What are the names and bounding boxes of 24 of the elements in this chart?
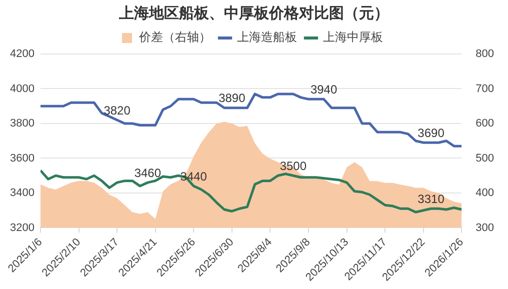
- legend-label: 价差（右轴）: [138, 30, 211, 44]
- annotation: 3310: [418, 192, 445, 206]
- y-tick-label: 3800: [10, 118, 34, 130]
- y2-tick-label: 300: [476, 222, 494, 234]
- legend-label: 上海造船板: [237, 30, 297, 44]
- annotation: 3500: [280, 158, 307, 173]
- y2-tick-label: 500: [476, 152, 494, 164]
- chart-title: 上海地区船板、中厚板价格对比图（元）: [118, 3, 390, 24]
- legend-label: 上海中厚板: [323, 30, 383, 44]
- annotation: 3890: [218, 91, 246, 106]
- annotation: 3440: [180, 169, 208, 184]
- y-tick-label: 3400: [10, 187, 34, 200]
- annotation: 3460: [134, 166, 162, 180]
- y2-tick-label: 800: [476, 48, 494, 60]
- y2-tick-label: 700: [476, 82, 494, 95]
- y-tick-label: 4200: [10, 48, 34, 60]
- y-tick-label: 3200: [10, 222, 34, 234]
- annotation: 3820: [104, 103, 131, 118]
- y-tick-label: 3600: [10, 152, 34, 164]
- y2-tick-label: 400: [476, 187, 494, 200]
- annotation: 3940: [310, 82, 338, 96]
- annotation: 3690: [418, 126, 445, 140]
- y-tick-label: 4000: [10, 82, 34, 95]
- y2-tick-label: 600: [476, 118, 494, 130]
